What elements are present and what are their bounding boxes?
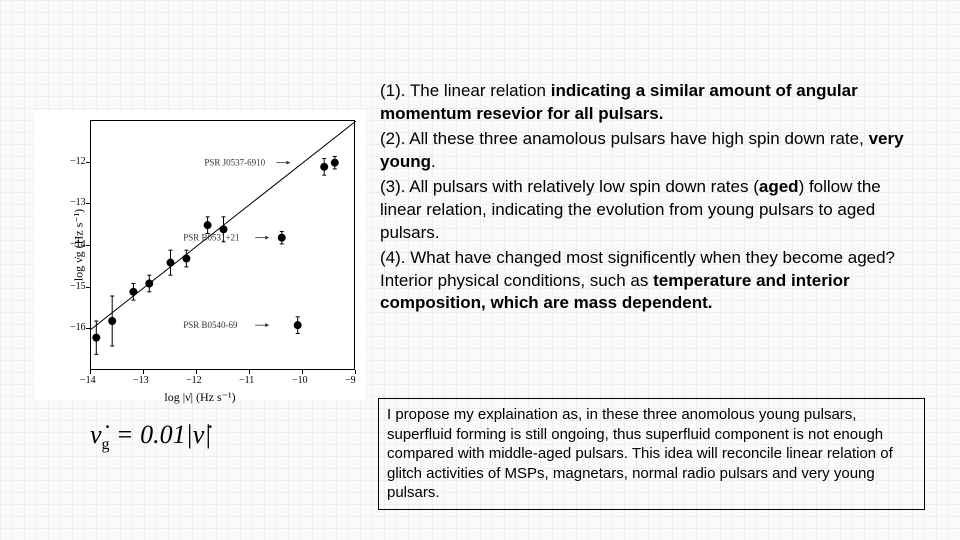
x-tick-label: −12 [186, 375, 202, 386]
x-tick-mark [143, 370, 144, 374]
chart-frame: PSR J0537-6910 PSR B0531+21 PSR B0540-69 [90, 120, 355, 370]
y-tick-mark [86, 287, 90, 288]
data-point [204, 221, 212, 229]
point-item: (4). What have changed most significentl… [380, 247, 925, 316]
annotation-label: PSR B0540-69 [183, 320, 238, 330]
point-bold: aged [759, 177, 799, 196]
data-point [320, 163, 328, 171]
explanation-text: I propose my explaination as, in these t… [387, 406, 893, 501]
point-prefix: (3). All pulsars with relatively low spi… [380, 177, 759, 196]
y-tick-label: −13 [70, 197, 86, 208]
x-tick-label: −13 [133, 375, 149, 386]
arrow-head [286, 161, 290, 165]
point-item: (2). All these three anamolous pulsars h… [380, 128, 925, 174]
y-tick-label: −12 [70, 156, 86, 167]
x-tick-mark [196, 370, 197, 374]
x-axis-label: log |ν̇| (Hz s⁻¹) [164, 390, 235, 405]
data-point [182, 255, 190, 263]
y-tick-mark [86, 203, 90, 204]
data-point [108, 317, 116, 325]
x-tick-label: −9 [345, 375, 356, 386]
x-tick-mark [302, 370, 303, 374]
data-point [129, 288, 137, 296]
annotation-label: PSR J0537-6910 [204, 158, 265, 168]
x-tick-mark [90, 370, 91, 374]
data-point [294, 321, 302, 329]
data-point [278, 234, 286, 242]
arrow-head [265, 236, 269, 240]
y-tick-label: −16 [70, 322, 86, 333]
point-prefix: (2). All these three anamolous pulsars h… [380, 129, 869, 148]
x-tick-label: −11 [239, 375, 254, 386]
point-item: (1). The linear relation indicating a si… [380, 80, 925, 126]
equation-mid: = 0.01|ν̇| [110, 420, 212, 449]
y-axis-label: log ν̇g (Hz s⁻¹) [72, 209, 87, 281]
chart-container: PSR J0537-6910 PSR B0531+21 PSR B0540-69 −… [35, 110, 365, 400]
data-point [331, 159, 339, 167]
point-suffix: . [431, 152, 436, 171]
explanation-box: I propose my explaination as, in these t… [378, 398, 925, 510]
equation-prefix: ν̇ [90, 420, 102, 449]
chart-svg: PSR J0537-6910 PSR B0531+21 PSR B0540-69 [91, 121, 356, 371]
data-point [145, 280, 153, 288]
point-item: (3). All pulsars with relatively low spi… [380, 176, 925, 245]
y-tick-label: −15 [70, 281, 86, 292]
data-point [92, 334, 100, 342]
x-tick-mark [355, 370, 356, 374]
points-list: (1). The linear relation indicating a si… [380, 80, 925, 317]
annotation-label: PSR B0531+21 [183, 233, 239, 243]
equation: ν̇g = 0.01|ν̇| [90, 420, 211, 454]
arrow-head [265, 323, 269, 327]
x-tick-label: −10 [292, 375, 308, 386]
y-tick-mark [86, 162, 90, 163]
equation-sub: g [102, 436, 110, 453]
y-tick-mark [86, 328, 90, 329]
point-prefix: (1). The linear relation [380, 81, 551, 100]
x-tick-mark [249, 370, 250, 374]
x-tick-label: −14 [80, 375, 96, 386]
data-point [167, 259, 175, 267]
